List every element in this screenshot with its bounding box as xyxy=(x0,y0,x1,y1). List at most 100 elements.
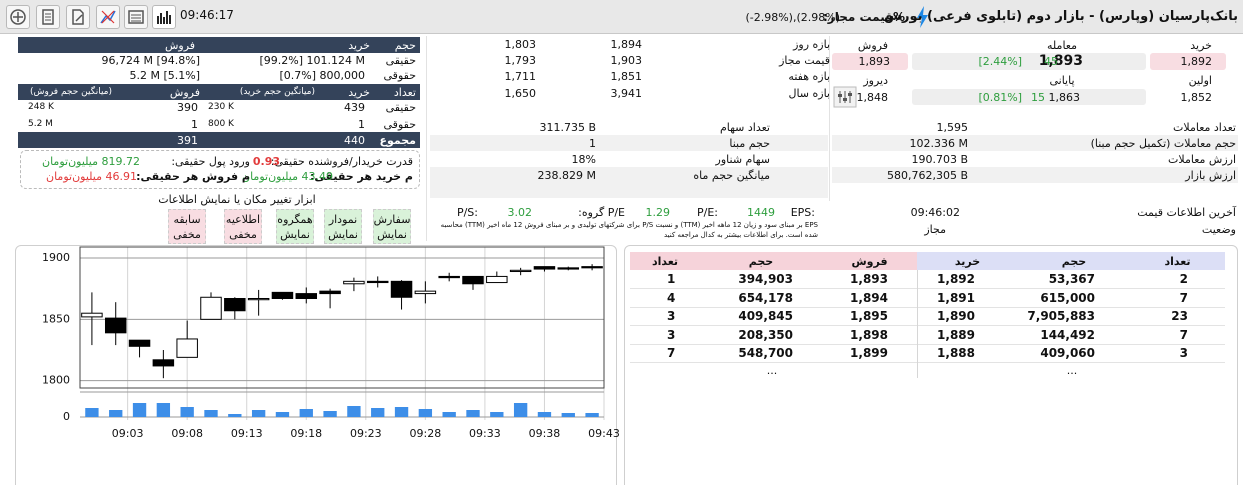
row-line xyxy=(630,288,1225,289)
toggle-state: مخفی xyxy=(229,227,257,241)
volume-bar xyxy=(537,412,552,417)
stat-value: 1,595 xyxy=(936,120,969,134)
close-box xyxy=(912,89,1146,105)
toggle-button[interactable] xyxy=(224,209,262,244)
y-tick-label: 1850 xyxy=(42,312,70,325)
row-label: حقیقی xyxy=(385,100,416,114)
stat-row-bg xyxy=(832,167,1238,183)
ratio-value: 3.02 xyxy=(507,205,533,219)
table-header: تعداد xyxy=(393,85,416,99)
flow-label: م خرید هر حقیقی: xyxy=(309,169,413,183)
quote-header: معامله xyxy=(1047,38,1077,52)
candle-body xyxy=(581,266,603,269)
toggle-label: نمودار xyxy=(328,212,358,226)
volume-bar xyxy=(347,406,361,417)
order-cell: 1,888 xyxy=(937,346,975,361)
order-cell: 1,895 xyxy=(850,309,888,324)
order-cell: 2 xyxy=(1179,272,1188,286)
status-label: آخرین اطلاعات قیمت xyxy=(1137,205,1236,219)
order-cell: 1,892 xyxy=(937,272,975,286)
chart-button[interactable] xyxy=(152,5,176,29)
add-icon xyxy=(10,9,26,25)
stat-label: حجم مبنا xyxy=(729,136,770,150)
close-percent: [0.81%] xyxy=(978,90,1022,104)
last-change: 45 xyxy=(1044,54,1058,68)
document-button[interactable] xyxy=(36,5,60,29)
stat-label: سهام شناور xyxy=(715,152,770,166)
order-cell: 409,060 xyxy=(1040,346,1095,361)
volume-bar xyxy=(156,403,171,417)
row-line xyxy=(630,343,1225,345)
x-tick-label: 09:03 xyxy=(112,427,144,440)
volume-bar xyxy=(132,403,147,417)
x-tick-label: 09:38 xyxy=(529,427,561,440)
stat-row-bg xyxy=(832,135,1238,151)
range-high: 1,894 xyxy=(610,37,643,51)
ratio-value: 1.29 xyxy=(645,205,671,219)
order-cell: 23 xyxy=(1171,309,1188,324)
toggle-label: سابقه xyxy=(173,212,201,226)
buy-volume: [99.2%] 101.124 M xyxy=(259,53,366,67)
x-tick-label: 09:23 xyxy=(350,427,382,440)
divider xyxy=(829,36,830,201)
volume-bar xyxy=(275,412,290,417)
candle-body xyxy=(152,359,175,367)
row-line xyxy=(630,306,1225,308)
stat-label: ارزش معاملات xyxy=(1168,152,1236,166)
buy-count: 1 xyxy=(358,117,365,131)
stat-value: 238.829 M xyxy=(537,168,596,182)
order-cell: 1,889 xyxy=(937,327,975,342)
order-cell: 1,890 xyxy=(937,309,975,324)
volume-bar xyxy=(299,409,313,417)
candle-body xyxy=(200,296,222,320)
prev-price: 1,848 xyxy=(856,90,889,104)
toggle-button[interactable] xyxy=(324,209,362,244)
quote-header: خرید xyxy=(1190,38,1212,52)
stat-label: ارزش بازار xyxy=(1185,168,1236,182)
candle-body xyxy=(319,290,341,295)
volume-bar xyxy=(418,409,433,417)
last-percent: [2.44%] xyxy=(978,54,1022,68)
order-header-cell xyxy=(917,252,1018,270)
order-cell: 1,894 xyxy=(850,290,888,305)
candle-body xyxy=(295,293,318,299)
ratio-value: 1449 xyxy=(747,205,775,219)
document-icon xyxy=(42,9,54,25)
ratio-label: P/S: xyxy=(456,205,478,219)
ask-box xyxy=(832,53,908,70)
plot-frame xyxy=(79,246,605,389)
count-header xyxy=(18,84,420,100)
more: ... xyxy=(1066,363,1078,377)
range-high: 1,903 xyxy=(610,53,643,67)
list-button[interactable] xyxy=(124,5,148,29)
total-label: مجموع xyxy=(379,133,416,147)
settings-icon[interactable] xyxy=(833,86,857,108)
volume-bar xyxy=(204,410,218,417)
range-low: 1,793 xyxy=(504,53,537,67)
ratio-note: EPS بر مبنای سود و زیان 12 ماهه اخیر (TT… xyxy=(440,221,818,239)
ask-price: 1,893 xyxy=(858,54,891,68)
volume-bar xyxy=(561,413,575,417)
range-label: قیمت مجاز xyxy=(779,53,830,67)
table-header: خرید xyxy=(348,85,370,99)
add-button[interactable] xyxy=(6,5,30,29)
tools-title: ابزار تغییر مکان یا نمایش اطلاعات xyxy=(158,192,316,206)
symbol-title: بانک‌پارسیان (وپارس) - بازار دوم (تابلوی… xyxy=(884,9,1238,24)
flow-value: 819.72 میلیون‌تومان xyxy=(42,154,140,168)
stat-row-bg xyxy=(430,167,828,183)
candle-body xyxy=(438,275,460,279)
sell-average: 248 K xyxy=(28,102,54,112)
order-cell: 1,899 xyxy=(850,346,888,361)
toggle-button[interactable] xyxy=(373,209,411,244)
toggle-button[interactable] xyxy=(168,209,206,244)
order-header-cell xyxy=(1130,252,1225,270)
edit-button[interactable] xyxy=(66,5,90,29)
compare-button[interactable] xyxy=(96,5,120,29)
chart-panel xyxy=(15,245,617,485)
toggle-button[interactable] xyxy=(276,209,314,244)
buy-volume: [0.7%] 800,000 xyxy=(279,68,365,82)
candle-body xyxy=(176,338,198,358)
range-label: بازه هفته xyxy=(788,70,830,84)
y-tick-label: 1900 xyxy=(42,251,70,264)
toggle-state: مخفی xyxy=(173,227,201,241)
